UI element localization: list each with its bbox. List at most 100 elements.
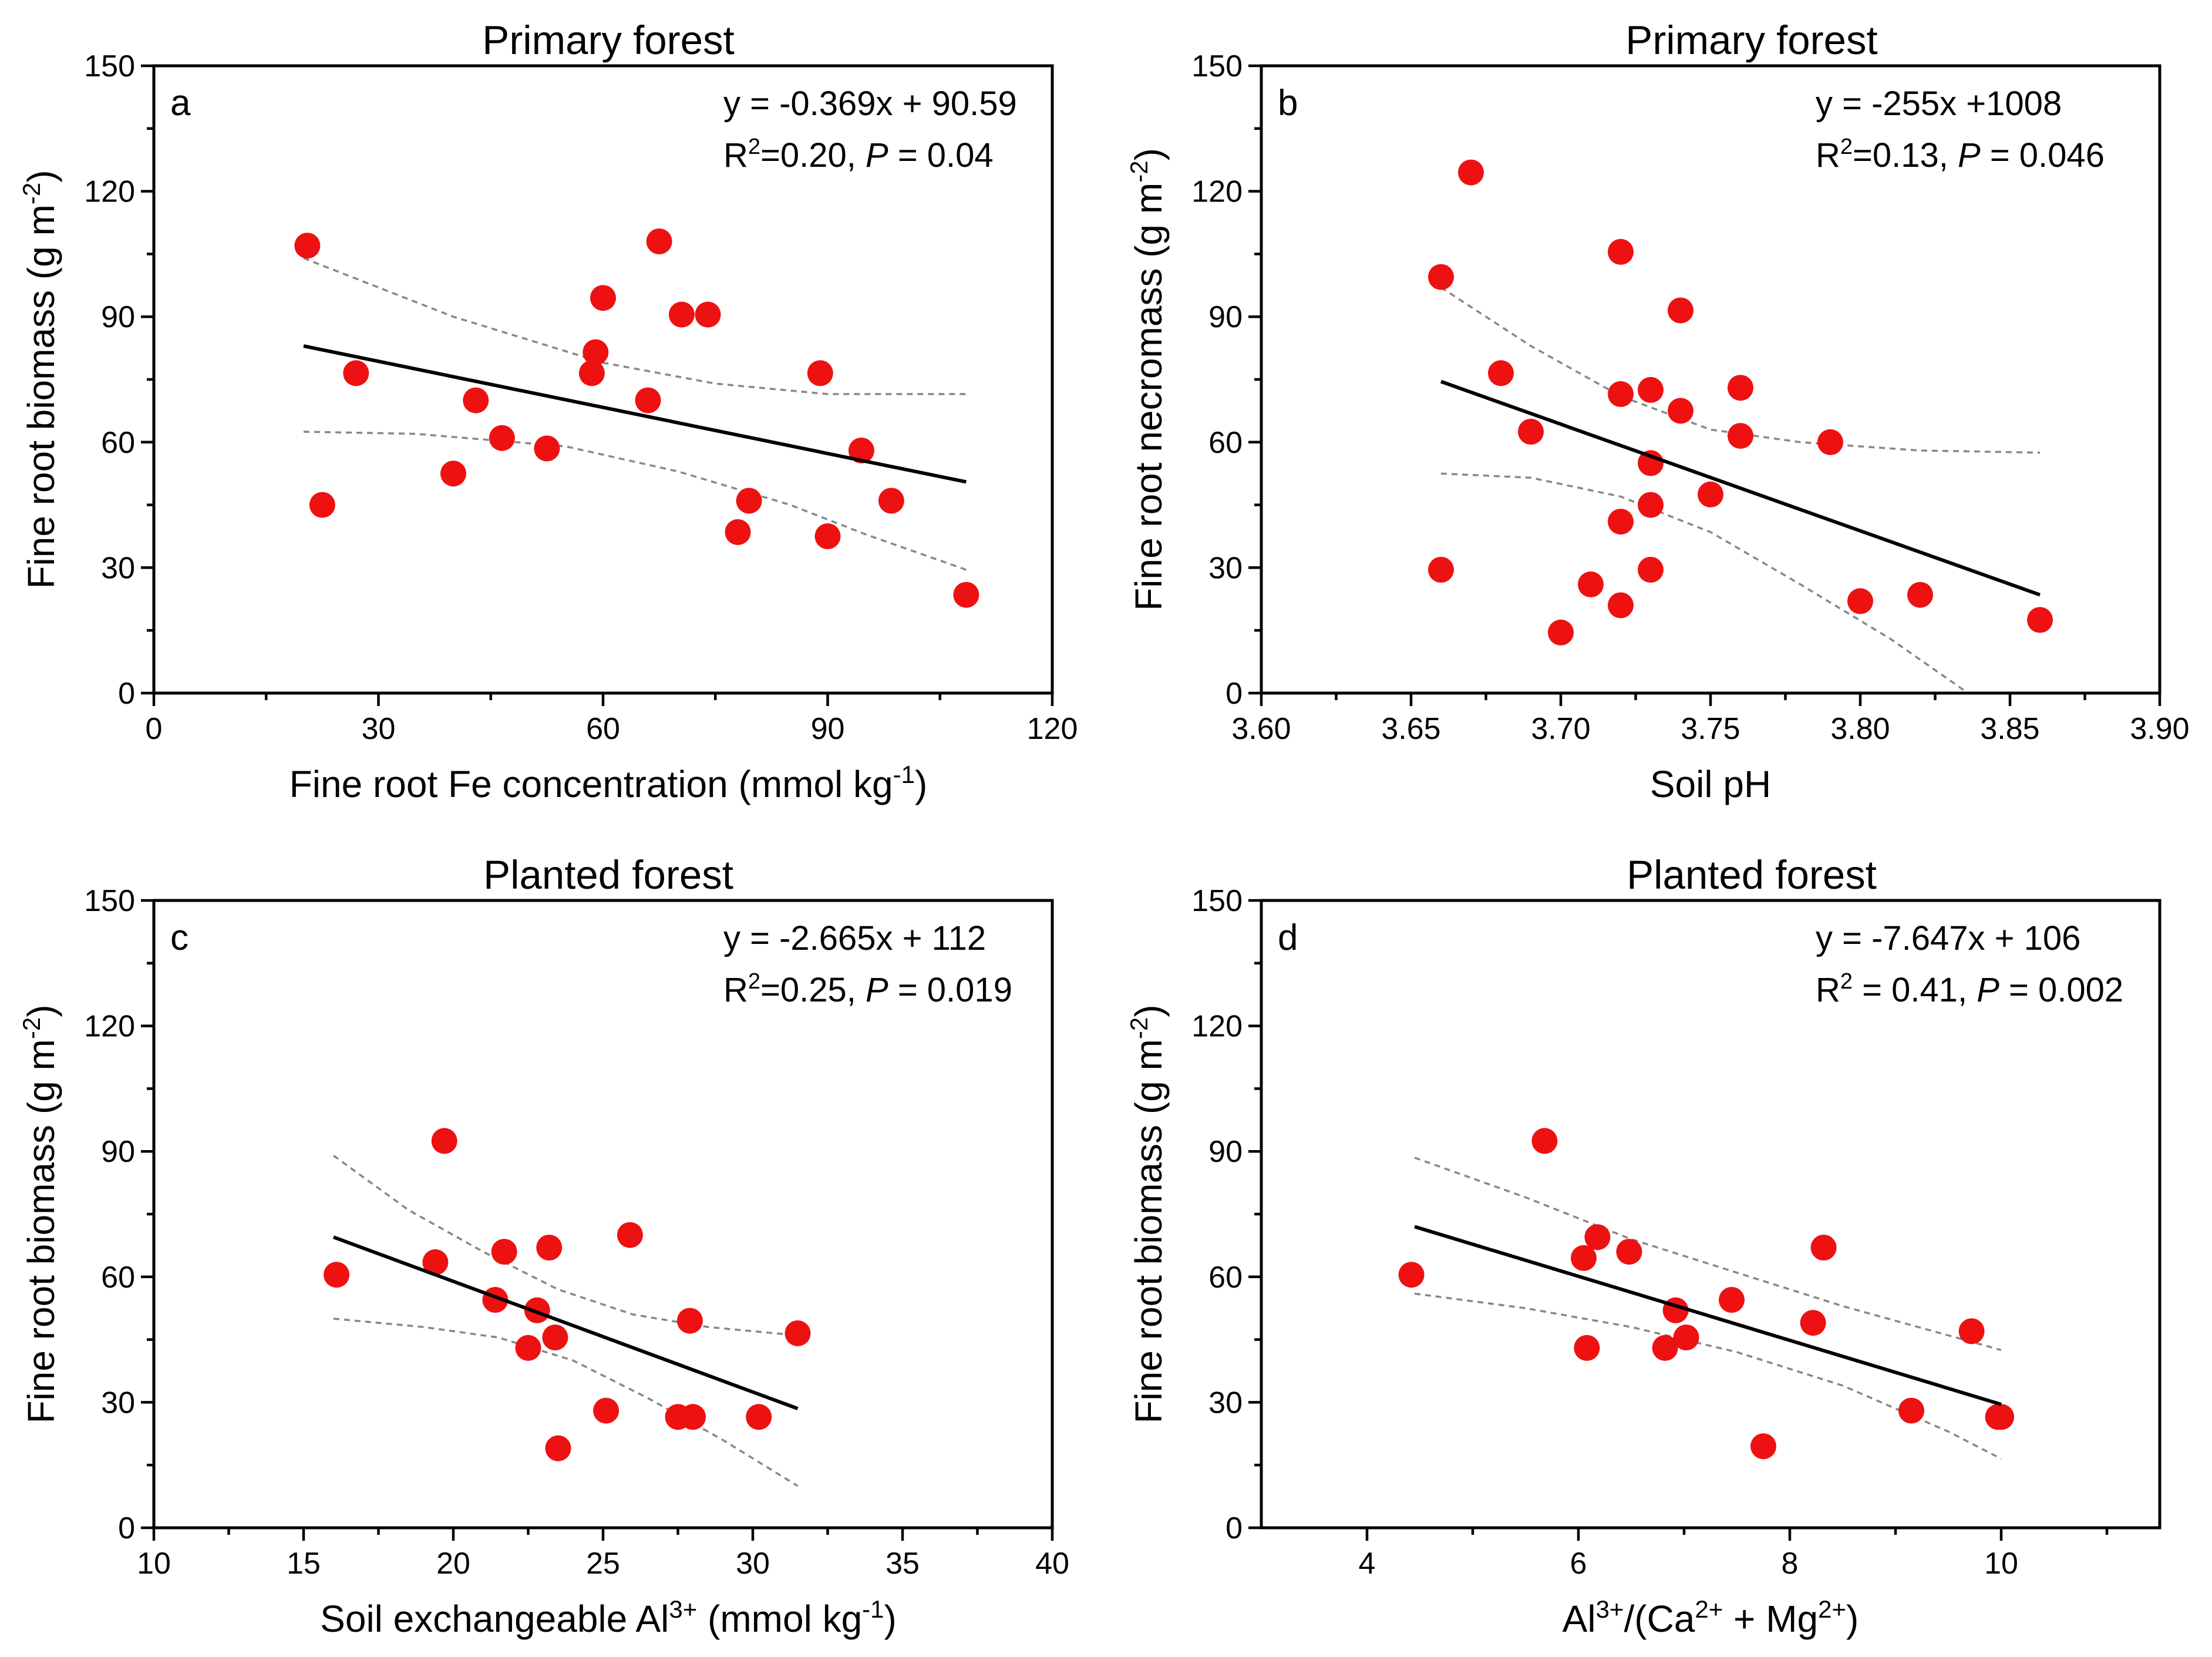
panel-c-y-tick-label: 30	[101, 1386, 135, 1420]
panel-b-data-point	[1458, 159, 1484, 186]
panel-d-equation: y = -7.647x + 106	[1816, 919, 2080, 957]
panel-c-y-tick-label: 90	[101, 1135, 135, 1169]
panel-a-letter: a	[170, 83, 191, 123]
panel-b-stats: R2=0.13, P = 0.046	[1816, 135, 2105, 174]
panel-a-title: Primary forest	[482, 18, 734, 63]
panel-a-x-tick-label: 0	[146, 712, 163, 746]
panel-c: Planted forest 10 15 20 25 30 35 4003060901201…	[18, 852, 1069, 1640]
panel-d-y-tick-label: 60	[1208, 1261, 1243, 1295]
panel-b-data-point	[1847, 588, 1873, 614]
panel-c-data-point	[422, 1249, 449, 1275]
panel-a-data-point	[646, 228, 672, 254]
panel-c-ci-upper	[332, 1154, 798, 1337]
panel-b-data-point	[1578, 571, 1604, 597]
panel-b-data-point	[1518, 419, 1544, 445]
panel-d-y-tick-label: 120	[1191, 1010, 1243, 1044]
panel-d-title: Planted forest	[1627, 852, 1877, 898]
panel-b-x-tick-label: 3.85	[1980, 712, 2039, 746]
panel-a-data-point	[590, 285, 616, 311]
panel-a-data-point	[725, 519, 751, 545]
panel-b-y-tick-label: 60	[1208, 426, 1243, 460]
panel-d-plot-area	[1398, 1128, 2014, 1460]
panel-a-y-tick-label: 120	[84, 175, 135, 209]
panel-c-y-tick-label: 0	[118, 1511, 135, 1545]
panel-d-data-point	[1652, 1335, 1678, 1361]
panel-c-data-point	[617, 1222, 643, 1248]
panel-d-data-point	[1571, 1245, 1597, 1271]
panel-a-data-point	[878, 488, 904, 514]
panel-b-fit-line	[1440, 379, 2041, 597]
panel-c-x-axis-label: Soil exchangeable Al3+ (mmol kg-1)	[320, 1595, 897, 1640]
panel-a-data-point	[583, 339, 609, 365]
panel-d-y-tick-label: 90	[1208, 1135, 1243, 1169]
panel-d-data-point	[1988, 1404, 2014, 1430]
panel-a-data-point	[534, 435, 560, 462]
panel-d-data-point	[1616, 1239, 1642, 1265]
panel-a-data-point	[668, 301, 695, 328]
panel-c-data-point	[491, 1239, 517, 1265]
panel-b-data-point	[1728, 423, 1753, 449]
panel-a-x-tick-label: 30	[362, 712, 396, 746]
panel-d-y-axis-label: Fine root biomass (g m-2)	[1125, 1004, 1170, 1423]
panel-d-data-point	[1898, 1397, 1924, 1424]
panel-b-x-tick-label: 3.75	[1681, 712, 1740, 746]
panel-d-x-axis-label: Al3+/(Ca2+ + Mg2+)	[1563, 1595, 1859, 1640]
panel-b-data-point	[1428, 557, 1454, 583]
panel-d-data-point	[1584, 1224, 1611, 1251]
panel-d-x-tick-label: 4	[1359, 1547, 1376, 1581]
panel-c-data-point	[676, 1308, 703, 1334]
panel-a-fit-line	[303, 344, 967, 484]
panel-a-stats: R2=0.20, P = 0.04	[723, 135, 994, 174]
panel-d-data-point	[1750, 1433, 1776, 1460]
panel-a: Primary forest 0 30 60 90 120 0 30 60 90 120 150 a…	[18, 18, 1078, 805]
panel-c-data-point	[536, 1235, 563, 1261]
panel-b-plot-frame	[1260, 64, 2162, 695]
panel-a-data-point	[343, 360, 369, 386]
panel-c-data-point	[524, 1297, 550, 1323]
panel-d-y-tick-label: 0	[1225, 1511, 1243, 1545]
panel-a-data-point	[953, 582, 979, 608]
panel-d-data-point	[1800, 1310, 1826, 1336]
panel-c-data-point	[515, 1335, 541, 1361]
panel-a-data-point	[489, 425, 515, 451]
panel-a-plot-area	[294, 228, 979, 608]
panel-a-x-axis-label: Fine root Fe concentration (mmol kg-1)	[289, 761, 928, 805]
panel-b-data-point	[1608, 509, 1634, 535]
panel-a-data-point	[848, 438, 874, 463]
panel-a-y-tick-label: 150	[84, 49, 135, 83]
panel-d-stats: R2 = 0.41, P = 0.002	[1816, 969, 2123, 1009]
panel-a-x-tick-label: 90	[811, 712, 845, 746]
panel-b-data-point	[1817, 429, 1843, 455]
panel-a-data-point	[635, 387, 661, 414]
panel-d-ci-upper	[1414, 1157, 2002, 1352]
panel-a-y-tick-label: 60	[101, 426, 135, 460]
panel-d-y-tick-label: 150	[1191, 884, 1243, 918]
panel-b-y-tick-label: 150	[1191, 49, 1243, 83]
panel-a-ticks: 0 30 60 90 120 0 30 60 90 120 150	[84, 49, 1078, 746]
panel-c-letter: c	[170, 917, 188, 958]
panel-c-x-tick-label: 20	[436, 1547, 470, 1581]
panel-d-data-point	[1719, 1287, 1745, 1313]
panel-a-data-point	[440, 461, 466, 487]
panel-c-x-tick-label: 15	[287, 1547, 321, 1581]
panel-b-letter: b	[1278, 83, 1298, 123]
panel-b-equation: y = -255x +1008	[1816, 85, 2062, 123]
panel-d-data-point	[1958, 1318, 1985, 1345]
panel-b-x-tick-label: 3.65	[1381, 712, 1440, 746]
panel-b-data-point	[2027, 607, 2053, 633]
panel-c-data-point	[431, 1128, 457, 1154]
panel-b-data-point	[1608, 381, 1634, 407]
panel-b-data-point	[1907, 582, 1933, 608]
panel-c-data-point	[545, 1435, 571, 1461]
panel-b-ci-lower	[1440, 472, 1969, 693]
panel-c-stats: R2=0.25, P = 0.019	[723, 969, 1012, 1009]
panel-c-data-point	[542, 1325, 568, 1350]
panel-c-data-point	[746, 1404, 772, 1430]
panel-a-equation: y = -0.369x + 90.59	[723, 85, 1017, 123]
panel-c-data-point	[593, 1397, 620, 1424]
panel-a-y-axis-label: Fine root biomass (g m-2)	[18, 170, 62, 589]
panel-a-data-point	[807, 360, 833, 386]
panel-a-data-point	[463, 387, 489, 414]
panel-d-ticks: 4 6 8 10 0 30 60 90 120 150	[1191, 884, 2109, 1581]
panel-b-data-point	[1668, 297, 1693, 324]
